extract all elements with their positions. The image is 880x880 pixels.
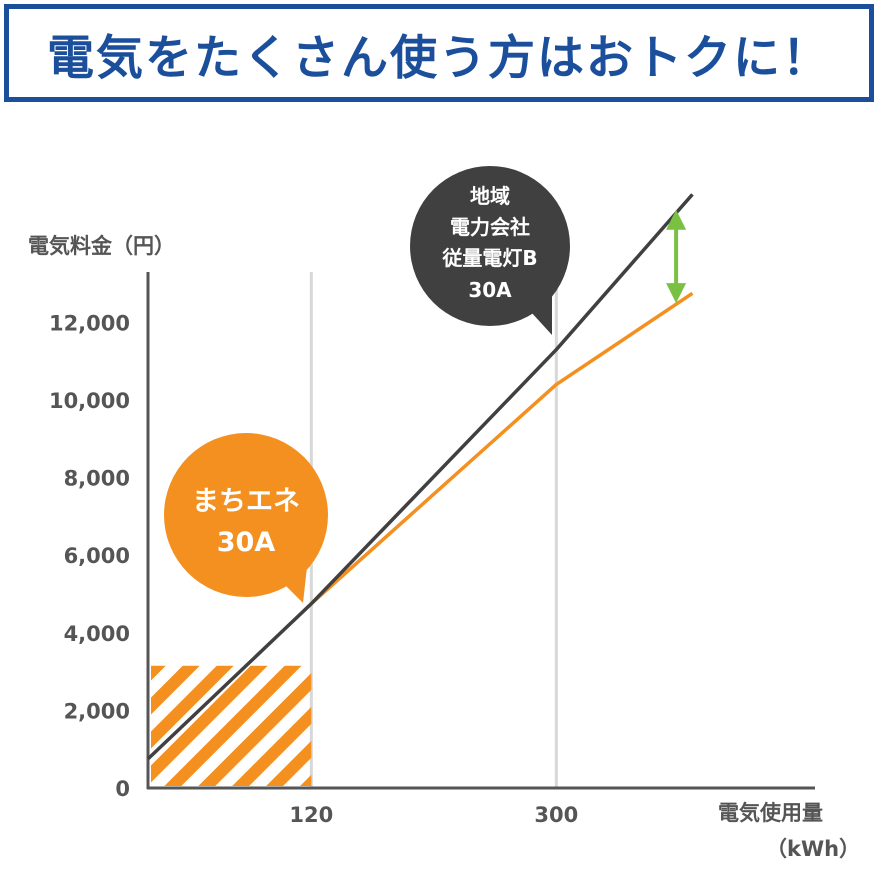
- title-banner: 電気をたくさん使う方はおトクに！: [4, 4, 874, 102]
- machiene-bubble: まちエネ 30A: [164, 433, 328, 603]
- y-tick-label: 6,000: [64, 544, 130, 568]
- regional-bubble-line-4: 30A: [468, 278, 512, 302]
- regional-bubble-line-1: 地域: [470, 184, 510, 208]
- y-tick-label: 4,000: [64, 622, 130, 646]
- regional-bubble-line-3: 従量電灯B: [441, 246, 537, 270]
- y-tick-label: 0: [115, 777, 130, 801]
- y-axis-title: 電気料金（円）: [28, 234, 175, 258]
- y-tick-label: 8,000: [64, 467, 130, 491]
- x-tick-label: 120: [289, 803, 333, 827]
- regional-bubble-line-2: 電力会社: [450, 215, 530, 239]
- basic-usage-hatched-region: [151, 665, 312, 786]
- machiene-bubble-line-1: まちエネ: [192, 486, 300, 517]
- x-axis-unit: （kWh）: [766, 837, 860, 861]
- machiene-line: [310, 291, 694, 606]
- y-tick-label: 10,000: [49, 389, 130, 413]
- regional-utility-bubble: 地域 電力会社 従量電灯B 30A: [410, 166, 570, 335]
- machiene-bubble-line-2: 30A: [217, 527, 276, 558]
- y-tick-label: 12,000: [49, 311, 130, 335]
- page-title: 電気をたくさん使う方はおトクに！: [47, 30, 831, 86]
- y-tick-label: 2,000: [64, 699, 130, 723]
- x-axis-title: 電気使用量: [718, 801, 823, 825]
- regional-utility-line: [146, 193, 694, 761]
- x-tick-label: 300: [534, 803, 578, 827]
